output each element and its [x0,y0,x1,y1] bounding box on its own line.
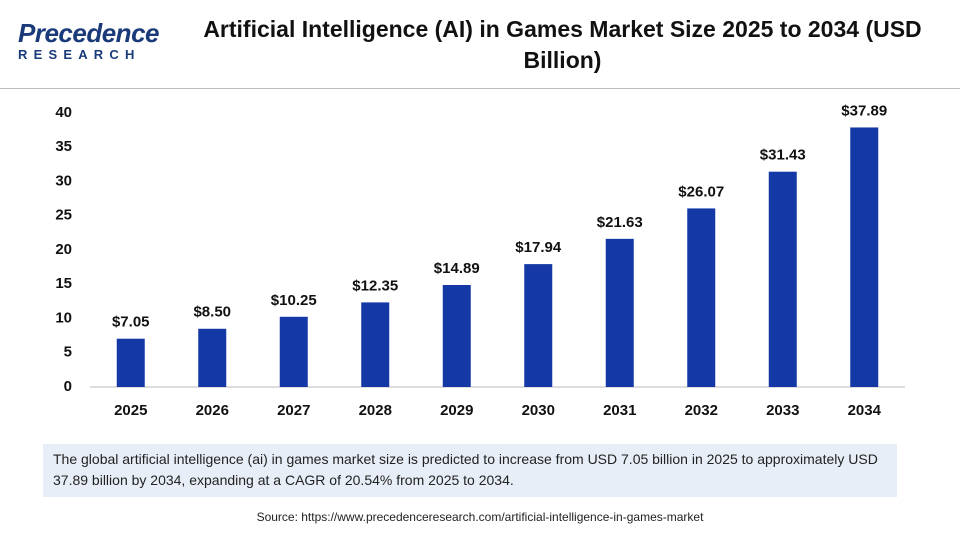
bar [279,316,308,387]
y-tick-label: 35 [55,138,72,155]
bar [687,208,716,387]
value-label: $37.89 [841,102,887,119]
y-tick-label: 10 [55,309,72,326]
y-tick-label: 40 [55,104,72,121]
logo-sub: RESEARCH [18,47,141,62]
chart-title: Artificial Intelligence (AI) in Games Ma… [203,16,922,73]
y-tick-label: 5 [64,344,72,361]
value-label: $10.25 [271,292,317,309]
value-label: $26.07 [678,183,724,200]
value-label: $17.94 [515,239,562,256]
value-label: $8.50 [193,304,231,321]
bar [605,238,634,387]
x-tick-label: 2031 [603,402,636,419]
x-tick-label: 2029 [440,402,473,419]
source: Source: https://www.precedenceresearch.c… [256,510,704,524]
value-label: $7.05 [112,314,150,331]
y-tick-label: 25 [55,207,72,224]
value-label: $21.63 [597,214,643,231]
value-label: $14.89 [434,260,480,277]
x-tick-label: 2034 [848,402,882,419]
value-label: $12.35 [352,277,398,294]
bar [524,264,553,387]
value-label: $31.43 [760,147,806,164]
x-tick-label: 2027 [277,402,310,419]
header-rule [0,88,960,89]
x-tick-label: 2032 [685,402,718,419]
x-tick-label: 2033 [766,402,799,419]
y-tick-label: 15 [55,275,72,292]
bar [361,302,390,387]
x-tick-label: 2026 [196,402,229,419]
bar [442,285,471,387]
bar [768,171,797,387]
description: The global artificial intelligence (ai) … [43,444,897,497]
y-tick-label: 0 [64,378,72,395]
y-tick-label: 20 [55,241,72,258]
logo-name: Precedence [18,18,159,48]
x-tick-label: 2028 [359,402,392,419]
bar [850,127,879,388]
bar [198,328,227,387]
bar [116,338,145,387]
logo: Precedence RESEARCH [18,18,168,62]
y-tick-label: 30 [55,172,72,189]
x-tick-label: 2025 [114,402,147,419]
x-tick-label: 2030 [522,402,555,419]
